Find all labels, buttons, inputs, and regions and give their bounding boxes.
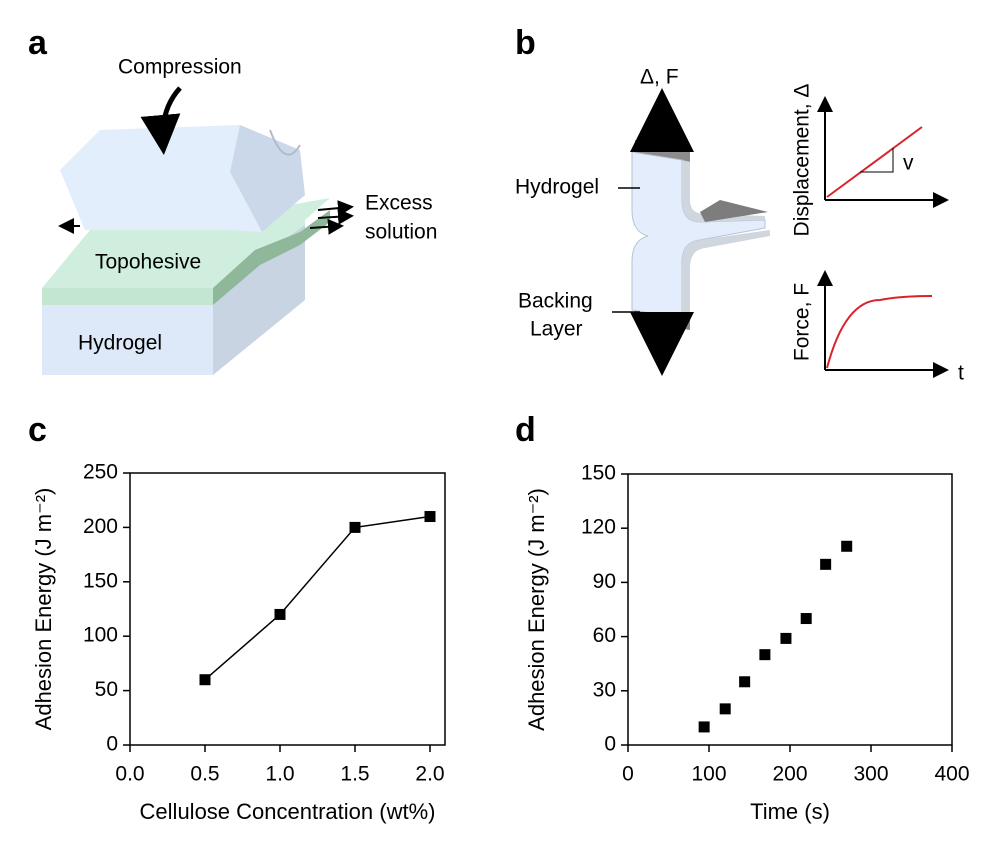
- marker: [719, 703, 731, 715]
- plot-frame: [627, 473, 953, 746]
- y-tick-label: 0: [604, 733, 616, 756]
- marker: [759, 649, 771, 661]
- x-tick-label: 0.0: [115, 763, 144, 786]
- x-tick-label: 100: [691, 763, 726, 786]
- y-tick-label: 200: [83, 515, 118, 538]
- y-tick-label: 60: [593, 624, 616, 647]
- panel-label: a: [28, 24, 48, 62]
- x-tick-label: 300: [853, 763, 888, 786]
- marker: [199, 674, 211, 686]
- marker: [780, 632, 792, 644]
- panel-label: c: [28, 411, 47, 449]
- label: Δ, F: [640, 66, 679, 89]
- y-axis-title: Adhesion Energy (J m⁻²): [31, 488, 56, 731]
- x-tick-label: 0: [622, 763, 634, 786]
- y-tick-label: 50: [95, 678, 118, 701]
- y-tick-label: 90: [593, 570, 616, 593]
- y-tick-label: 150: [581, 462, 616, 485]
- marker: [274, 608, 286, 620]
- x-tick-label: 2.0: [415, 763, 444, 786]
- diagram-b: [612, 88, 949, 378]
- x-tick-label: 200: [772, 763, 807, 786]
- panel-label: b: [515, 24, 536, 62]
- label: Force, F: [791, 283, 814, 361]
- y-tick-label: 120: [581, 516, 616, 539]
- label: Excess: [365, 192, 433, 215]
- label: Compression: [118, 56, 242, 79]
- y-tick-label: 150: [83, 569, 118, 592]
- label: Hydrogel: [78, 332, 162, 355]
- marker: [739, 676, 751, 688]
- line: [204, 515, 431, 681]
- marker: [698, 721, 710, 733]
- y-tick-label: 0: [106, 733, 118, 756]
- x-axis-title: Cellulose Concentration (wt%): [140, 799, 436, 824]
- plot-frame: [129, 472, 446, 746]
- x-tick-label: 1.5: [340, 763, 369, 786]
- y-axis-title: Adhesion Energy (J m⁻²): [524, 488, 549, 731]
- marker: [424, 511, 436, 523]
- label: Layer: [530, 318, 583, 341]
- x-tick-label: 1.0: [265, 763, 294, 786]
- label: Displacement, Δ: [791, 84, 814, 237]
- y-tick-label: 30: [593, 678, 616, 701]
- x-axis-title: Time (s): [750, 799, 830, 824]
- label: Backing: [518, 290, 593, 313]
- label: solution: [365, 221, 437, 244]
- label: t: [958, 362, 964, 385]
- marker: [349, 521, 361, 533]
- y-tick-label: 100: [83, 624, 118, 647]
- marker: [841, 540, 853, 552]
- marker: [800, 613, 812, 625]
- x-tick-label: 0.5: [190, 763, 219, 786]
- diagram-a: [42, 86, 354, 375]
- label: Topohesive: [95, 251, 201, 274]
- label: Hydrogel: [515, 176, 599, 199]
- panel-label: d: [515, 411, 536, 449]
- marker: [820, 558, 832, 570]
- x-tick-label: 400: [934, 763, 969, 786]
- label: v: [903, 152, 914, 175]
- y-tick-label: 250: [83, 461, 118, 484]
